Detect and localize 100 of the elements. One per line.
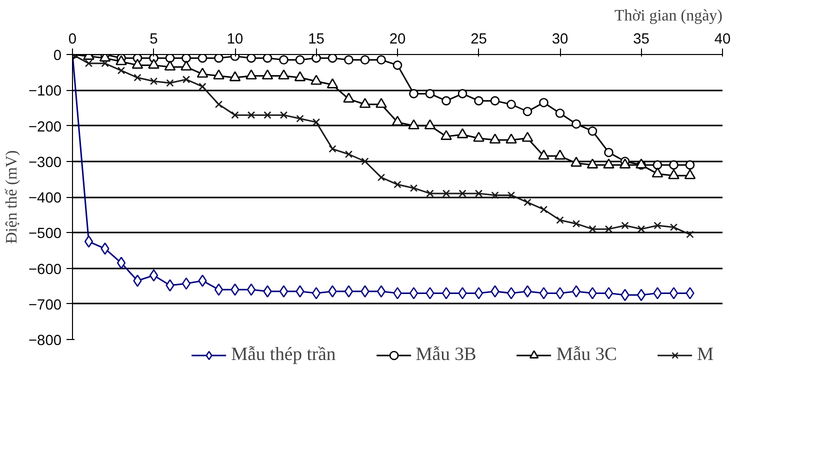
- point: [408, 119, 420, 130]
- point: [182, 277, 191, 290]
- point: [440, 130, 452, 140]
- point: [539, 98, 548, 108]
- point: [458, 190, 466, 198]
- point: [246, 283, 256, 296]
- point: [116, 55, 127, 66]
- point: [588, 126, 598, 136]
- point: [604, 225, 613, 233]
- point: [231, 111, 239, 119]
- point: [278, 69, 290, 80]
- point: [392, 116, 404, 126]
- point: [262, 69, 274, 80]
- point: [392, 60, 402, 70]
- point: [279, 55, 288, 64]
- point: [424, 119, 436, 130]
- point: [686, 230, 694, 238]
- point: [214, 54, 224, 63]
- point: [669, 287, 678, 300]
- point: [522, 132, 534, 142]
- y-tick-label: −100: [28, 84, 62, 100]
- y-tick-label: 0: [53, 48, 62, 64]
- point: [653, 287, 662, 300]
- point: [458, 287, 467, 300]
- point: [409, 287, 418, 300]
- point: [442, 190, 450, 198]
- point: [491, 191, 499, 200]
- point: [164, 60, 176, 71]
- point: [458, 89, 468, 98]
- point: [213, 69, 224, 80]
- point: [165, 54, 175, 63]
- point: [279, 285, 288, 298]
- point: [166, 79, 174, 87]
- point: [229, 71, 241, 82]
- point: [84, 235, 94, 248]
- point: [670, 223, 678, 232]
- point: [182, 76, 190, 84]
- point: [182, 54, 191, 63]
- point: [377, 174, 386, 182]
- point: [652, 160, 662, 170]
- x-tick-label: 40: [714, 32, 731, 48]
- y-tick-label: −300: [28, 154, 62, 171]
- point: [669, 160, 678, 170]
- point: [554, 150, 566, 160]
- point: [214, 283, 224, 296]
- x-tick-label: 10: [226, 32, 244, 48]
- x-tick-label: 30: [552, 32, 568, 48]
- point: [540, 206, 548, 214]
- point: [506, 100, 516, 110]
- y-tick-label: −200: [28, 119, 62, 136]
- point: [328, 54, 338, 63]
- point: [166, 279, 174, 292]
- y-tick-label: −800: [28, 333, 62, 349]
- point: [149, 269, 158, 282]
- y-tick-label: −400: [28, 190, 62, 206]
- point: [247, 111, 256, 119]
- y-tick-label: −600: [28, 262, 62, 278]
- x-tick-label: 5: [150, 32, 158, 48]
- point: [361, 158, 369, 166]
- legend-label: M: [697, 344, 715, 366]
- point: [474, 287, 484, 300]
- point: [572, 220, 580, 228]
- point: [394, 180, 402, 188]
- point: [409, 89, 418, 98]
- point: [376, 285, 386, 298]
- point: [425, 89, 435, 98]
- point: [555, 108, 565, 118]
- point: [393, 287, 402, 300]
- point: [588, 287, 597, 300]
- x-tick-label: 35: [633, 32, 650, 48]
- point: [604, 148, 614, 158]
- point: [636, 288, 646, 302]
- point: [326, 78, 338, 88]
- y-tick-label: −700: [28, 297, 62, 314]
- point: [474, 190, 483, 198]
- x-tick-label: 20: [389, 32, 406, 48]
- legend-label: Mẫu 3B: [416, 344, 476, 366]
- point: [490, 96, 500, 106]
- point: [507, 191, 516, 200]
- point: [684, 169, 696, 180]
- point: [214, 100, 223, 108]
- point: [312, 118, 320, 126]
- point: [604, 287, 614, 300]
- point: [654, 222, 662, 230]
- point: [637, 225, 646, 233]
- x-tick-label: 25: [470, 32, 487, 48]
- point: [539, 287, 548, 300]
- point: [296, 114, 304, 122]
- point: [473, 132, 484, 142]
- y-tick-label: −500: [28, 226, 62, 242]
- x-tick-label: 15: [308, 32, 324, 48]
- point: [344, 285, 354, 298]
- point: [456, 128, 468, 138]
- point: [196, 68, 208, 78]
- point: [360, 55, 370, 64]
- point: [328, 145, 336, 153]
- point: [522, 106, 532, 116]
- point: [376, 98, 387, 108]
- point: [150, 77, 158, 86]
- point: [410, 184, 418, 192]
